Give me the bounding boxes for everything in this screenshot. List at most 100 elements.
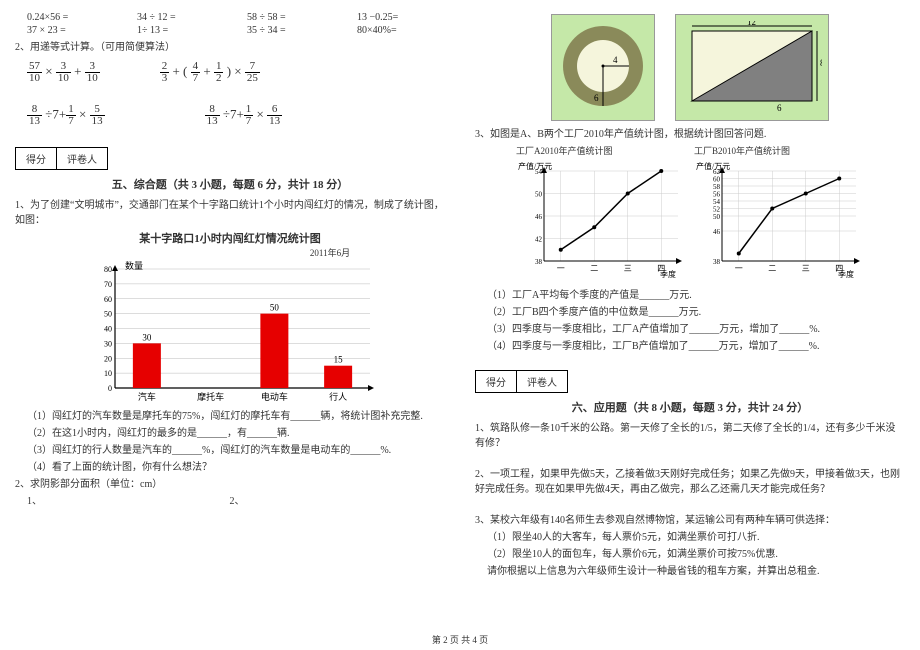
score-box-2: 得分 评卷人 xyxy=(475,370,568,393)
chart-b-title: 工厂B2010年产值统计图 xyxy=(694,144,864,157)
frac-expr: 5710 × 310 + 310 xyxy=(27,61,100,84)
svg-text:汽车: 汽车 xyxy=(138,391,156,402)
bar-chart-date: 2011年6月 xyxy=(15,246,445,259)
eq: 0.24×56 = xyxy=(27,12,107,23)
page-footer: 第 2 页 共 4 页 xyxy=(0,633,920,646)
svg-text:60: 60 xyxy=(713,176,721,184)
rect-tri-figure: 12 8 6 xyxy=(675,14,829,121)
svg-text:12: 12 xyxy=(747,21,756,27)
svg-text:54: 54 xyxy=(535,168,543,176)
q1-intro: 1、为了创建“文明城市”，交通部门在某个十字路口统计1个小时内闯红灯的情况，制成… xyxy=(15,196,445,226)
line-chart-a: 工厂A2010年产值统计图 产值/万元3842465054一二三四季度 xyxy=(516,144,686,282)
svg-text:50: 50 xyxy=(535,191,543,199)
s6-q3-opt1: （1）限坐40人的大客车，每人票价5元，如满坐票价可打八折. xyxy=(487,528,905,543)
svg-text:季度: 季度 xyxy=(838,269,854,279)
s6-q3-ask: 请你根据以上信息为六年级师生设计一种最省钱的租车方案，并算出总租金. xyxy=(487,562,905,577)
frac-expr-row-2: 813 ÷7+17 × 513 813 ÷7+17 × 613 xyxy=(27,104,445,127)
svg-text:数量: 数量 xyxy=(125,261,143,271)
svg-text:行人: 行人 xyxy=(329,391,347,402)
arith-row-2: 37 × 23 = 1÷ 13 = 35 ÷ 34 = 80×40%= xyxy=(27,25,445,36)
svg-text:80: 80 xyxy=(104,265,112,274)
score-box: 得分 评卷人 xyxy=(15,147,108,170)
line-chart-b: 工厂B2010年产值统计图 产值/万元384650525456586062一二三… xyxy=(694,144,864,282)
frac-expr: 23 + ( 47 + 12 ) × 725 xyxy=(160,61,260,84)
svg-text:6: 6 xyxy=(594,93,599,103)
eq: 1÷ 13 = xyxy=(137,25,217,36)
score-label: 得分 xyxy=(16,148,57,169)
s6-q3: 3、某校六年级有140名师生去参观自然博物馆，某运输公司有两种车辆可供选择： xyxy=(475,511,905,526)
q3-sub3: （3）四季度与一季度相比，工厂A产值增加了______万元，增加了______%… xyxy=(487,320,905,335)
reviewer-label: 评卷人 xyxy=(517,371,567,392)
geometry-figures: 4 6 12 8 6 xyxy=(475,14,905,121)
q3-sub2: （2）工厂B四个季度产值的中位数是______万元. xyxy=(487,303,905,318)
svg-text:0: 0 xyxy=(108,384,112,393)
eq: 35 ÷ 34 = xyxy=(247,25,327,36)
bar-chart-title: 某十字路口1小时内闯红灯情况统计图 xyxy=(15,230,445,246)
q3-sub1: （1）工厂A平均每个季度的产值是______万元. xyxy=(487,286,905,301)
svg-text:三: 三 xyxy=(802,264,810,273)
svg-text:8: 8 xyxy=(820,58,822,68)
svg-text:摩托车: 摩托车 xyxy=(197,391,224,402)
q3-sub4: （4）四季度与一季度相比，工厂B产值增加了______万元，增加了______%… xyxy=(487,337,905,352)
svg-text:一: 一 xyxy=(557,264,565,273)
svg-text:52: 52 xyxy=(713,206,721,214)
svg-text:二: 二 xyxy=(768,264,776,273)
svg-text:电动车: 电动车 xyxy=(261,391,288,402)
q2-sub1: 1、 xyxy=(27,492,227,507)
svg-text:46: 46 xyxy=(713,228,721,236)
svg-text:30: 30 xyxy=(104,339,112,348)
ring-figure: 4 6 xyxy=(551,14,655,121)
q2-sub2: 2、 xyxy=(230,496,245,507)
chart-a-title: 工厂A2010年产值统计图 xyxy=(516,144,686,157)
svg-text:季度: 季度 xyxy=(660,269,676,279)
eq: 80×40%= xyxy=(357,25,437,36)
bar-chart: 0 10 20 30 40 50 60 70 80 数量 30 汽车 摩托车 50 电动车 15 行人 xyxy=(80,261,380,401)
frac-expr-row-1: 5710 × 310 + 310 23 + ( 47 + 12 ) × 725 xyxy=(27,61,445,84)
eq: 37 × 23 = xyxy=(27,25,107,36)
svg-text:4: 4 xyxy=(613,55,618,65)
section-5-title: 五、综合题（共 3 小题，每题 6 分，共计 18 分） xyxy=(15,176,445,192)
svg-text:50: 50 xyxy=(713,213,721,221)
frac-expr: 813 ÷7+17 × 513 xyxy=(27,104,105,127)
svg-text:6: 6 xyxy=(777,103,782,111)
svg-text:56: 56 xyxy=(713,191,721,199)
svg-text:20: 20 xyxy=(104,354,112,363)
svg-text:30: 30 xyxy=(142,332,152,342)
svg-text:54: 54 xyxy=(713,198,721,206)
score-label: 得分 xyxy=(476,371,517,392)
q1-sub2: （2）在这1小时内，闯红灯的最多的是______，有______辆. xyxy=(27,424,445,439)
q3-intro: 3、如图是A、B两个工厂2010年产值统计图，根据统计图回答问题. xyxy=(475,125,905,140)
svg-text:70: 70 xyxy=(104,280,112,289)
svg-text:42: 42 xyxy=(535,236,543,244)
q1-sub3: （3）闯红灯的行人数量是汽车的______%，闯红灯的汽车数量是电动车的____… xyxy=(27,441,445,456)
frac-expr: 813 ÷7+17 × 613 xyxy=(205,104,283,127)
section-6-title: 六、应用题（共 8 小题，每题 3 分，共计 24 分） xyxy=(475,399,905,415)
eq: 13 −0.25= xyxy=(357,12,437,23)
arith-row-1: 0.24×56 = 34 ÷ 12 = 58 ÷ 58 = 13 −0.25= xyxy=(27,12,445,23)
svg-text:38: 38 xyxy=(535,258,543,266)
s6-q1: 1、筑路队修一条10千米的公路。第一天修了全长的1/5，第二天修了全长的1/4，… xyxy=(475,419,905,449)
svg-text:50: 50 xyxy=(104,310,112,319)
s6-q2: 2、一项工程，如果甲先做5天，乙接着做3天刚好完成任务；如果乙先做9天，甲接着做… xyxy=(475,465,905,495)
q1-sub4: （4）看了上面的统计图，你有什么想法？ xyxy=(27,458,445,473)
q2-subs: 1、 2、 xyxy=(15,492,445,507)
svg-text:15: 15 xyxy=(334,355,344,365)
svg-text:38: 38 xyxy=(713,258,721,266)
svg-text:40: 40 xyxy=(104,325,112,334)
reviewer-label: 评卷人 xyxy=(57,148,107,169)
svg-text:58: 58 xyxy=(713,183,721,191)
eq: 58 ÷ 58 = xyxy=(247,12,327,23)
eq: 34 ÷ 12 = xyxy=(137,12,217,23)
svg-text:一: 一 xyxy=(735,264,743,273)
svg-text:三: 三 xyxy=(624,264,632,273)
s6-q3-opt2: （2）限坐10人的面包车，每人票价6元，如满坐票价可按75%优惠. xyxy=(487,545,905,560)
q2-header: 2、求阴影部分面积（单位：cm） xyxy=(15,475,445,490)
svg-text:50: 50 xyxy=(270,303,280,313)
svg-text:60: 60 xyxy=(104,295,112,304)
svg-text:10: 10 xyxy=(104,369,112,378)
svg-text:二: 二 xyxy=(590,264,598,273)
svg-text:46: 46 xyxy=(535,213,543,221)
line-charts-row: 工厂A2010年产值统计图 产值/万元3842465054一二三四季度 工厂B2… xyxy=(475,144,905,282)
calc-header: 2、用递等式计算。（可用简便算法） xyxy=(15,38,445,53)
svg-text:62: 62 xyxy=(713,168,721,176)
